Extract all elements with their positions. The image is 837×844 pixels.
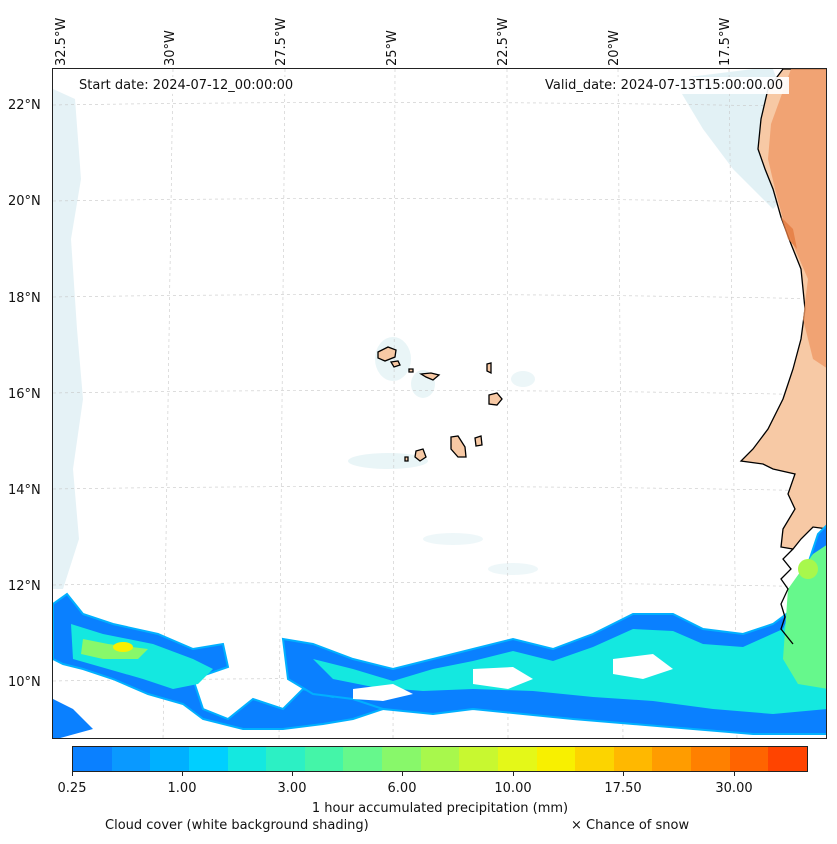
colorbar-tick-label: 17.50 <box>604 781 642 796</box>
lon-label-17-5w: 17.5°W <box>718 17 733 66</box>
precip-west-peak <box>113 642 133 652</box>
coastline-senegal <box>780 548 794 645</box>
colorbar-tickmark-2 <box>292 772 293 776</box>
grid-lat-18n <box>53 294 826 300</box>
cloud-cover-shading <box>53 69 793 589</box>
grid-lat-22n <box>53 102 826 108</box>
colorbar-tickmark-6 <box>734 772 735 776</box>
cloud-northeast <box>673 69 793 209</box>
colorbar-tickmark-0 <box>72 772 73 776</box>
colorbar-segment-10 <box>459 747 498 771</box>
lon-label-32-5w: 32.5°W <box>54 17 69 66</box>
island-santa-luzia <box>408 368 414 373</box>
island-maio <box>474 435 483 447</box>
colorbar-tickmark-3 <box>402 772 403 776</box>
colorbar-segment-18 <box>768 747 807 771</box>
map-canvas <box>53 69 826 738</box>
map-panel <box>52 68 827 739</box>
cloud-patch-small-2 <box>423 533 483 545</box>
lat-label-12n: 12°N <box>8 579 41 594</box>
colorbar-segment-5 <box>266 747 305 771</box>
island-boa-vista <box>488 392 503 406</box>
grid-lat-12n <box>53 582 826 588</box>
island-sao-vicente <box>389 360 401 368</box>
colorbar-tick-label: 30.00 <box>715 781 753 796</box>
island-santo-antao <box>377 346 397 362</box>
lat-label-18n: 18°N <box>8 291 41 306</box>
africa-warm-zone-coast <box>781 217 797 249</box>
colorbar-segment-6 <box>304 747 344 771</box>
precip-central-inner <box>313 550 826 714</box>
island-sao-nicolau <box>418 372 441 381</box>
lon-label-27-5w: 27.5°W <box>274 17 289 66</box>
colorbar-segment-1 <box>111 747 151 771</box>
precip-west-inner <box>71 624 213 689</box>
colorbar-title: 1 hour accumulated precipitation (mm) <box>311 801 569 816</box>
valid-date-label: Valid_date: 2024-07-13T15:00:00.00 <box>539 77 790 94</box>
precipitation-band <box>53 524 826 738</box>
island-fogo <box>414 448 427 462</box>
colorbar-tick-label: 6.00 <box>387 781 417 796</box>
lon-label-20w: 20°W <box>607 30 622 66</box>
colorbar-tickmark-1 <box>182 772 183 776</box>
colorbar-tickmark-4 <box>513 772 514 776</box>
cloud-island-patch <box>375 337 411 381</box>
precipitation-colorbar <box>72 746 808 772</box>
lat-label-22n: 22°N <box>8 98 41 113</box>
island-brava <box>404 456 409 462</box>
colorbar-segment-12 <box>536 747 576 771</box>
colorbar-tick-label: 0.25 <box>57 781 87 796</box>
cloud-west-edge <box>53 89 83 589</box>
colorbar-segment-11 <box>497 747 537 771</box>
legend-snow: × Chance of snow <box>571 818 690 833</box>
precip-hole-2 <box>613 654 673 679</box>
colorbar-segment-7 <box>343 747 382 771</box>
colorbar-segment-0 <box>73 747 112 771</box>
colorbar-segment-16 <box>691 747 730 771</box>
grid-lat-20n <box>53 198 826 204</box>
colorbar-tick-label: 10.00 <box>494 781 532 796</box>
colorbar-segment-13 <box>575 747 614 771</box>
lat-label-20n: 20°N <box>8 194 41 209</box>
colorbar-segment-9 <box>420 747 460 771</box>
lat-label-10n: 10°N <box>8 675 41 690</box>
colorbar-segment-14 <box>613 747 653 771</box>
lon-label-22-5w: 22.5°W <box>496 17 511 66</box>
island-sal <box>486 362 492 375</box>
lon-label-30w: 30°W <box>163 30 178 66</box>
africa-warm-zone <box>768 69 826 368</box>
colorbar-segment-17 <box>729 747 769 771</box>
start-date-label: Start date: 2024-07-12_00:00:00 <box>73 77 300 94</box>
grid-lat-16n <box>53 390 826 396</box>
grid-lat-14n <box>53 486 826 492</box>
precip-east-green <box>783 545 826 689</box>
colorbar-tickmark-5 <box>623 772 624 776</box>
colorbar-tick-label: 1.00 <box>167 781 197 796</box>
colorbar-segment-2 <box>150 747 189 771</box>
island-santiago <box>450 435 467 458</box>
legend-cloud-cover: Cloud cover (white background shading) <box>105 818 369 833</box>
colorbar-segment-4 <box>227 747 267 771</box>
lat-label-14n: 14°N <box>8 483 41 498</box>
colorbar-segment-3 <box>188 747 228 771</box>
lon-label-25w: 25°W <box>385 30 400 66</box>
cloud-patch-small <box>511 371 535 387</box>
lat-label-16n: 16°N <box>8 387 41 402</box>
precip-southwest <box>53 699 93 738</box>
grid-lon-27-5w <box>278 69 286 738</box>
cloud-patch-small-3 <box>488 563 538 575</box>
precip-hole-3 <box>353 684 413 701</box>
precip-hole-1 <box>473 667 533 689</box>
colorbar-tick-label: 3.00 <box>277 781 307 796</box>
grid-lon-22-5w <box>506 69 509 738</box>
grid-lon-25w <box>392 69 396 738</box>
cape-verde-islands <box>377 346 503 462</box>
colorbar-segment-8 <box>382 747 421 771</box>
colorbar-segment-15 <box>652 747 691 771</box>
grid-lon-17-5w <box>728 69 738 738</box>
grid-lon-30w <box>162 69 174 738</box>
precip-east-peak <box>798 559 818 579</box>
